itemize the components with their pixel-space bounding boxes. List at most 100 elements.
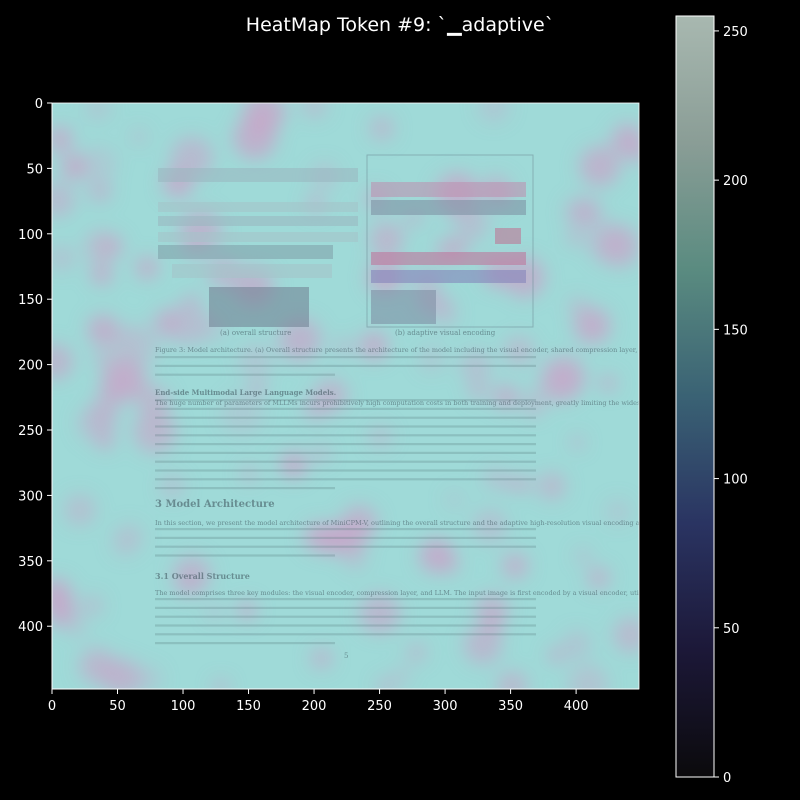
- attention-spot: [90, 398, 120, 428]
- x-tick-label: 0: [48, 699, 56, 714]
- colorbar-tick-label: 200: [723, 174, 748, 189]
- attention-spot: [102, 658, 142, 689]
- attention-spot: [567, 230, 582, 245]
- text-line: [155, 528, 536, 531]
- attention-spot: [605, 498, 631, 525]
- attention-spot: [81, 594, 104, 617]
- attention-spot: [459, 349, 492, 382]
- attention-spot: [406, 642, 427, 663]
- attention-spot: [63, 493, 97, 527]
- attention-spot: [562, 630, 592, 659]
- text-line: [155, 487, 335, 490]
- attention-spot: [501, 475, 516, 490]
- attention-spot: [87, 314, 119, 346]
- attention-spot: [521, 386, 550, 415]
- attention-spot: [393, 667, 410, 684]
- attention-spot: [81, 146, 117, 181]
- subcaption-a: (a) overall structure: [220, 329, 291, 337]
- text-line: [155, 443, 536, 446]
- attention-spot: [444, 490, 464, 510]
- section3-heading: 3 Model Architecture: [155, 499, 275, 510]
- text-line: [155, 478, 536, 481]
- attention-spot: [359, 331, 389, 361]
- attention-spot: [314, 446, 329, 461]
- colorbar-gradient: [675, 15, 715, 778]
- text-line: [155, 615, 536, 618]
- attention-spot: [90, 263, 113, 286]
- attention-spot: [237, 600, 257, 620]
- attention-spot: [84, 230, 118, 264]
- attention-spot: [587, 566, 610, 590]
- attention-spot: [250, 380, 266, 396]
- attention-spot: [137, 385, 170, 418]
- x-tick-label: 100: [171, 699, 196, 714]
- attention-spot: [418, 345, 446, 373]
- attention-spot: [96, 431, 115, 451]
- attention-spot: [160, 474, 185, 499]
- attention-spot: [515, 477, 531, 493]
- x-tick-label: 400: [564, 699, 589, 714]
- attention-spot: [369, 116, 394, 141]
- attention-spot: [472, 508, 508, 544]
- x-axis: 0 50 100 150 200 250 300 350 400: [48, 688, 639, 714]
- attention-spot: [206, 604, 222, 619]
- text-line: [155, 407, 536, 410]
- page-number: 5: [344, 652, 348, 660]
- section31-heading: 3.1 Overall Structure: [155, 571, 250, 581]
- attention-spot: [131, 129, 147, 144]
- attention-spot: [237, 342, 273, 378]
- heatmap-hotspots: [52, 103, 639, 689]
- attention-spot: [335, 338, 352, 355]
- para1-heading: End-side Multimodal Large Language Model…: [155, 388, 336, 397]
- y-tick-label: 50: [26, 162, 43, 177]
- attention-spot: [314, 378, 348, 412]
- attention-spot: [477, 103, 510, 123]
- attention-spot: [88, 179, 112, 203]
- attention-spot: [504, 336, 534, 366]
- text-line: [155, 460, 536, 463]
- text-line: [155, 633, 536, 636]
- attention-spot: [576, 549, 590, 563]
- attention-spot: [52, 126, 73, 153]
- colorbar: 0 50 100 150 200 250: [675, 15, 748, 786]
- attention-spot: [278, 319, 321, 363]
- attention-spot: [93, 347, 114, 368]
- attention-spot: [442, 556, 461, 575]
- chart-title: HeatMap Token #9: `▁adaptive`: [246, 14, 554, 36]
- attention-spot: [134, 665, 163, 689]
- document-underlay: (a) overall structure (b) adaptive visua…: [155, 154, 800, 660]
- attention-spot: [579, 145, 621, 187]
- colorbar-tick-label: 150: [723, 323, 748, 338]
- text-line: [155, 434, 536, 437]
- text-line: [155, 364, 536, 367]
- attention-spot: [182, 292, 201, 311]
- attention-spot: [213, 679, 229, 689]
- attention-spot: [600, 375, 617, 392]
- text-line: [155, 624, 536, 627]
- text-line: [155, 416, 536, 419]
- colorbar-tick-label: 250: [723, 25, 748, 40]
- subcaption-b: (b) adaptive visual encoding: [395, 329, 496, 337]
- plot-area: (a) overall structure (b) adaptive visua…: [52, 103, 800, 689]
- attention-spot: [135, 256, 159, 280]
- attention-spot: [567, 664, 609, 689]
- attention-spot: [571, 436, 584, 449]
- attention-spot: [52, 244, 76, 272]
- attention-spot: [612, 617, 639, 654]
- y-axis: 0 50 100 150 200 250 300 350 400: [18, 97, 53, 689]
- text-line: [155, 554, 335, 557]
- x-tick-label: 150: [236, 699, 261, 714]
- attention-spot: [475, 592, 509, 627]
- colorbar-ticks: 0 50 100 150 200 250: [714, 25, 748, 786]
- attention-spot: [539, 361, 582, 404]
- section31-body: The model comprises three key modules: t…: [155, 589, 800, 597]
- attention-spot: [611, 123, 639, 157]
- attention-spot: [279, 451, 308, 479]
- text-line: [155, 451, 536, 454]
- attention-spot: [311, 647, 332, 669]
- attention-spot: [132, 409, 177, 454]
- figure-caption: Figure 3: Model architecture. (a) Overal…: [155, 346, 800, 354]
- attention-spot: [52, 343, 74, 380]
- attention-spot: [52, 596, 77, 628]
- attention-spot: [317, 523, 349, 555]
